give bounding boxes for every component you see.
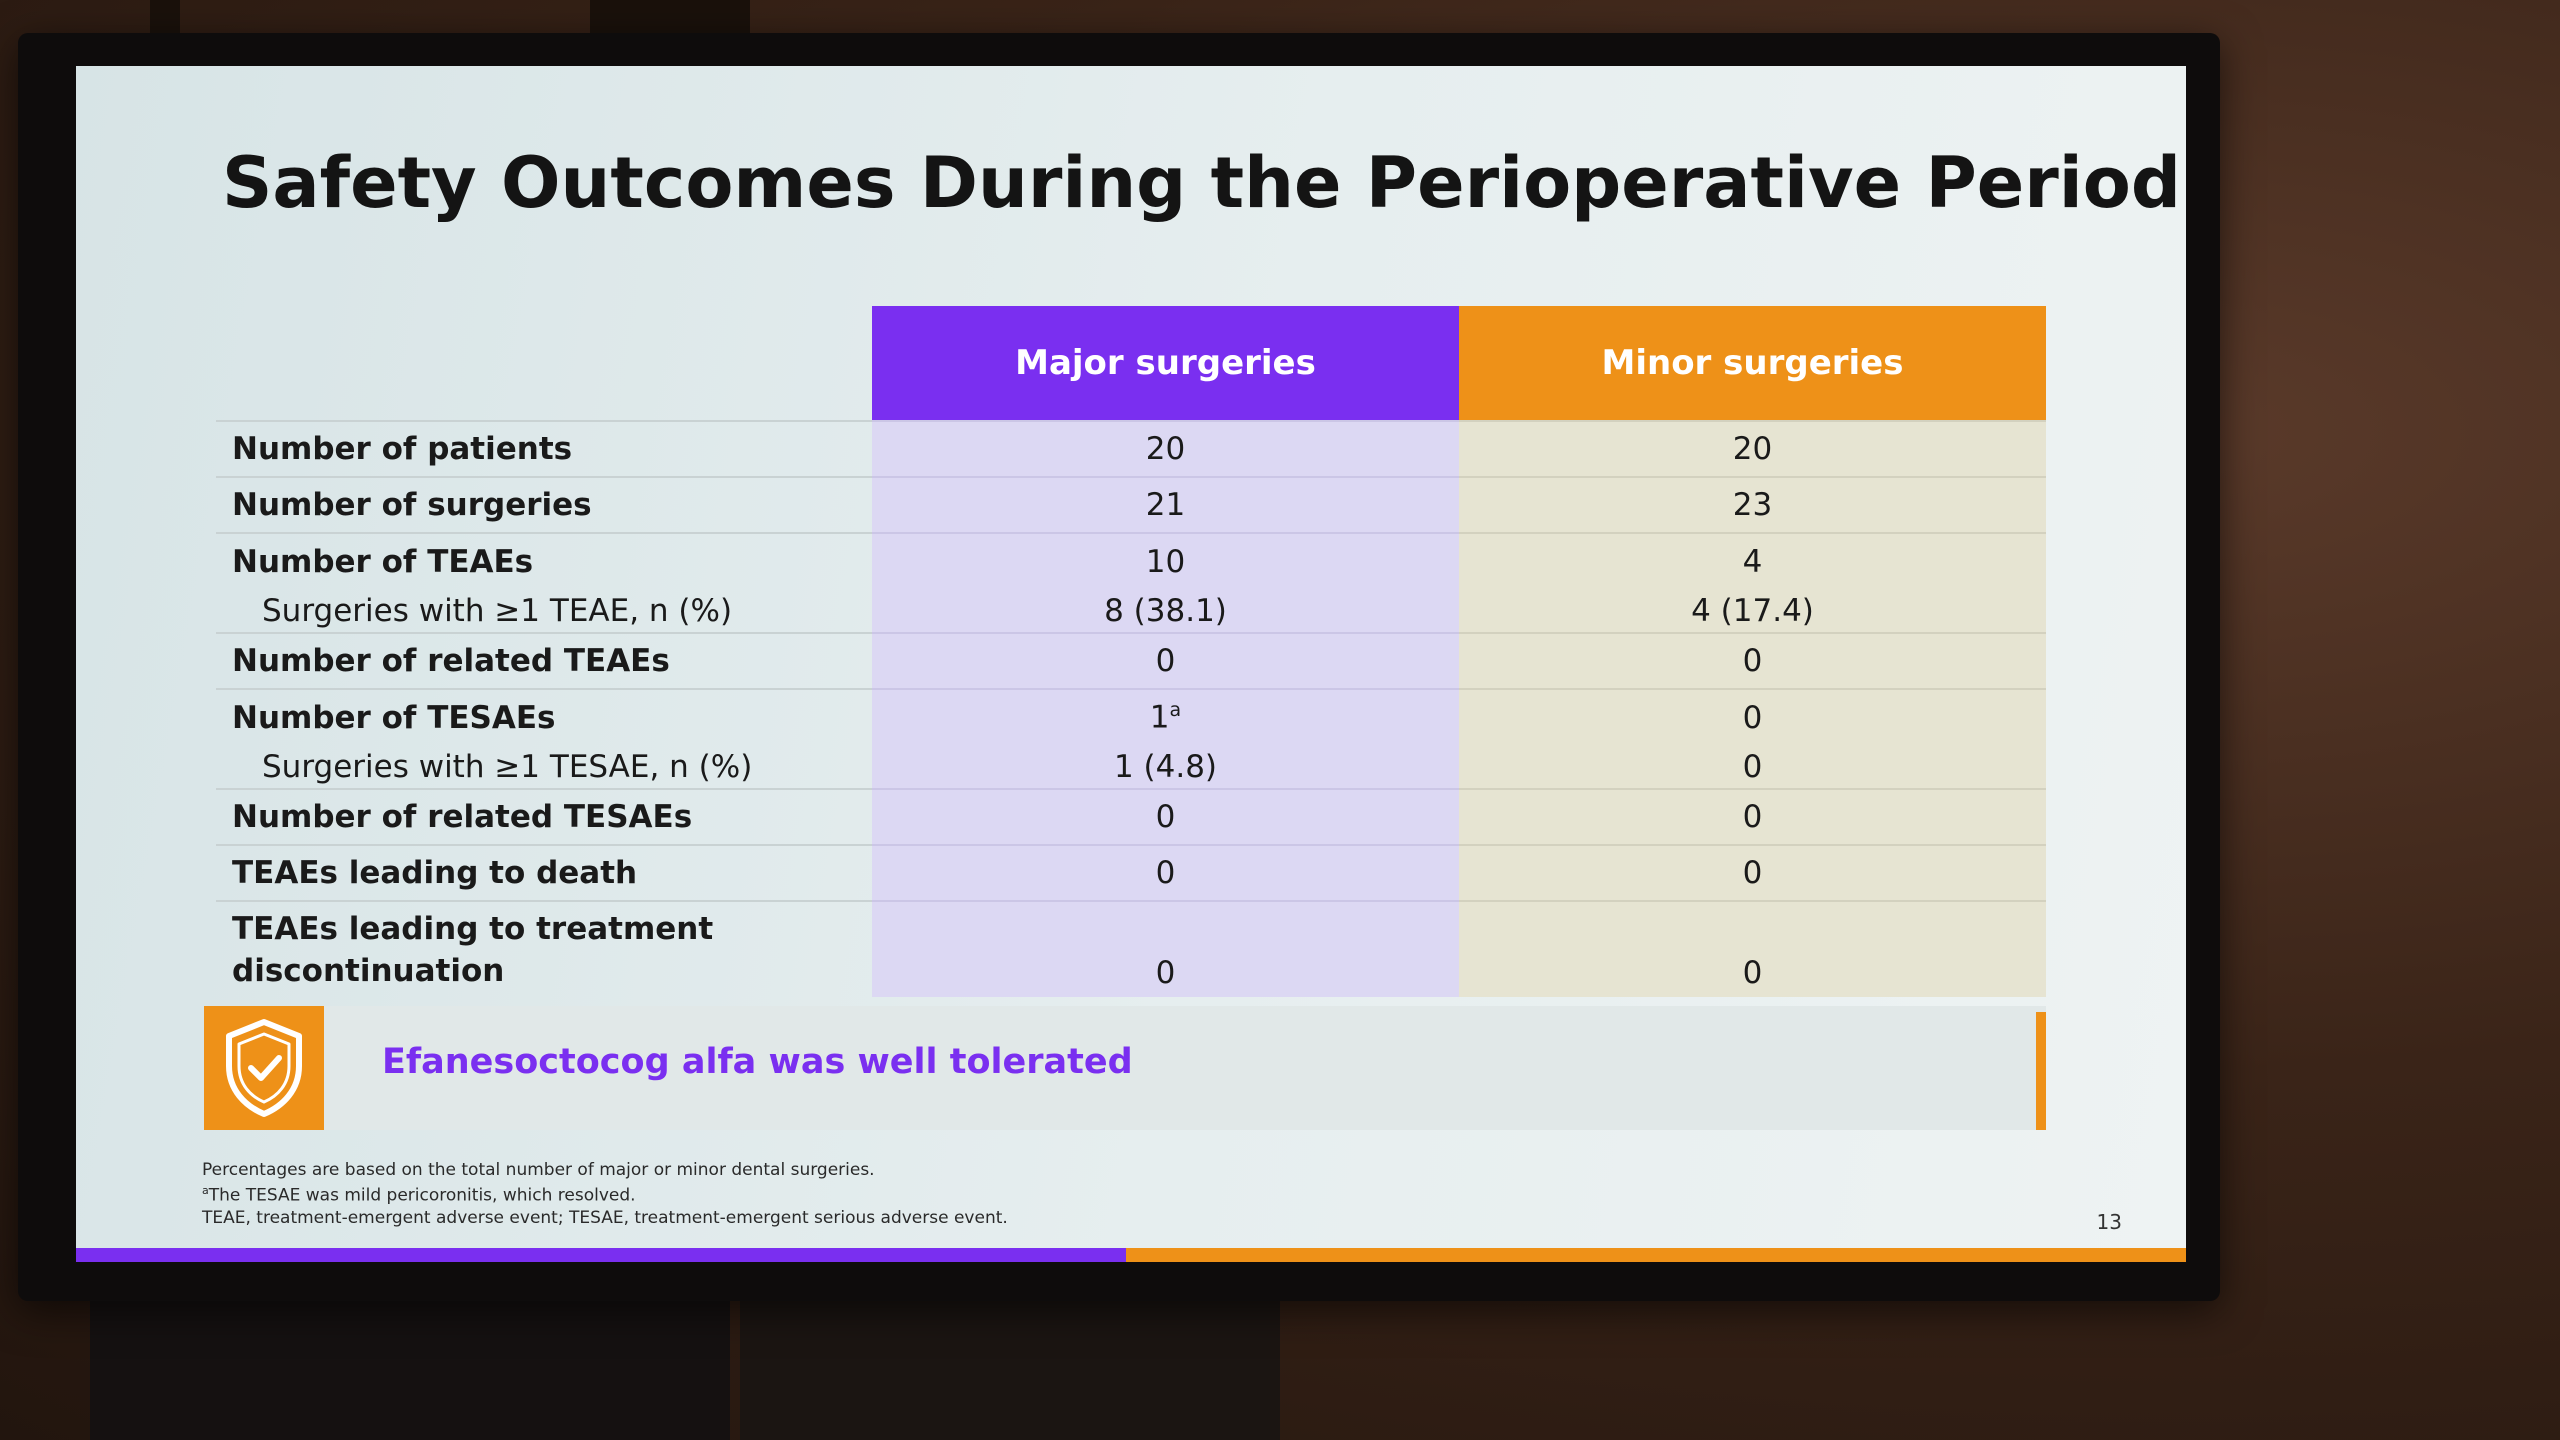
table-row: Number of TEAEs 10 4 — [216, 532, 2046, 589]
minor-value: 4 (17.4) — [1459, 589, 2046, 633]
footnote-2-marker: a — [202, 1184, 209, 1197]
row-label: Number of TEAEs — [216, 532, 872, 589]
row-label: Number of related TEAEs — [216, 632, 872, 689]
major-value: 0 — [872, 788, 1459, 845]
table-row: TEAEs leading to death 0 0 — [216, 844, 2046, 901]
table-row: Number of related TEAEs 0 0 — [216, 632, 2046, 689]
footnote-marker: a — [1169, 699, 1182, 722]
bottom-bar-purple — [76, 1248, 1126, 1262]
minor-value: 20 — [1459, 420, 2046, 477]
row-label: Number of TESAEs — [216, 688, 872, 745]
major-value: 20 — [872, 420, 1459, 477]
minor-value: 0 — [1459, 844, 2046, 901]
table-row: Number of related TESAEs 0 0 — [216, 788, 2046, 845]
header-minor-surgeries: Minor surgeries — [1459, 306, 2046, 421]
minor-value: 0 — [1459, 745, 2046, 789]
safety-outcomes-table: Major surgeries Minor surgeries Number o… — [216, 306, 2046, 997]
major-value: 1 (4.8) — [872, 745, 1459, 789]
footnote-2-text: The TESAE was mild pericoronitis, which … — [208, 1185, 636, 1206]
row-sublabel: Surgeries with ≥1 TESAE, n (%) — [262, 748, 753, 785]
table-row: Number of surgeries 21 23 — [216, 476, 2046, 533]
header-major-surgeries: Major surgeries — [872, 306, 1459, 421]
major-value-number: 1 — [1149, 699, 1170, 736]
conclusion-banner: Efanesoctocog alfa was well tolerated — [204, 1006, 2046, 1130]
header-blank-cell — [216, 306, 872, 421]
major-value: 0 — [872, 632, 1459, 689]
row-label: Number of surgeries — [216, 476, 872, 533]
row-label: Number of patients — [216, 420, 872, 477]
footnote-2: aThe TESAE was mild pericoronitis, which… — [202, 1184, 636, 1206]
minor-value: 0 — [1459, 900, 2046, 997]
row-label: Number of related TESAEs — [216, 788, 872, 845]
minor-value: 0 — [1459, 788, 2046, 845]
slide-title: Safety Outcomes During the Perioperative… — [222, 142, 2181, 224]
footnote-1: Percentages are based on the total numbe… — [202, 1160, 875, 1180]
banner-accent-bar — [2036, 1012, 2046, 1130]
presentation-slide: Safety Outcomes During the Perioperative… — [76, 66, 2186, 1262]
shield-check-icon — [204, 1006, 324, 1130]
monitor-stand-mid — [740, 1290, 1280, 1440]
row-label: TEAEs leading to death — [216, 844, 872, 901]
page-number: 13 — [2096, 1210, 2122, 1234]
footnote-3: TEAE, treatment-emergent adverse event; … — [202, 1208, 1008, 1228]
minor-value: 4 — [1459, 532, 2046, 589]
banner-text: Efanesoctocog alfa was well tolerated — [382, 1042, 1133, 1082]
major-value: 10 — [872, 532, 1459, 589]
major-value: 8 (38.1) — [872, 589, 1459, 633]
minor-value: 0 — [1459, 688, 2046, 745]
major-value: 0 — [872, 900, 1459, 997]
table-row: Number of patients 20 20 — [216, 420, 2046, 477]
monitor-stand-left — [90, 1290, 730, 1440]
table-subrow: Surgeries with ≥1 TEAE, n (%) 8 (38.1) 4… — [216, 589, 2046, 633]
major-value: 21 — [872, 476, 1459, 533]
row-label-line1: TEAEs leading to treatment — [232, 910, 714, 947]
row-sublabel: Surgeries with ≥1 TEAE, n (%) — [262, 592, 733, 629]
table-subrow: Surgeries with ≥1 TESAE, n (%) 1 (4.8) 0 — [216, 745, 2046, 789]
minor-value: 23 — [1459, 476, 2046, 533]
table-row: Number of TESAEs 1a 0 — [216, 688, 2046, 745]
major-value: 0 — [872, 844, 1459, 901]
table-row: TEAEs leading to treatment discontinuatio… — [216, 900, 2046, 997]
minor-value: 0 — [1459, 632, 2046, 689]
major-value: 1a — [872, 688, 1459, 745]
row-label-line2: discontinuation — [232, 952, 505, 989]
row-label: TEAEs leading to treatment discontinuatio… — [216, 900, 872, 997]
bottom-bar-orange — [1126, 1248, 2186, 1262]
